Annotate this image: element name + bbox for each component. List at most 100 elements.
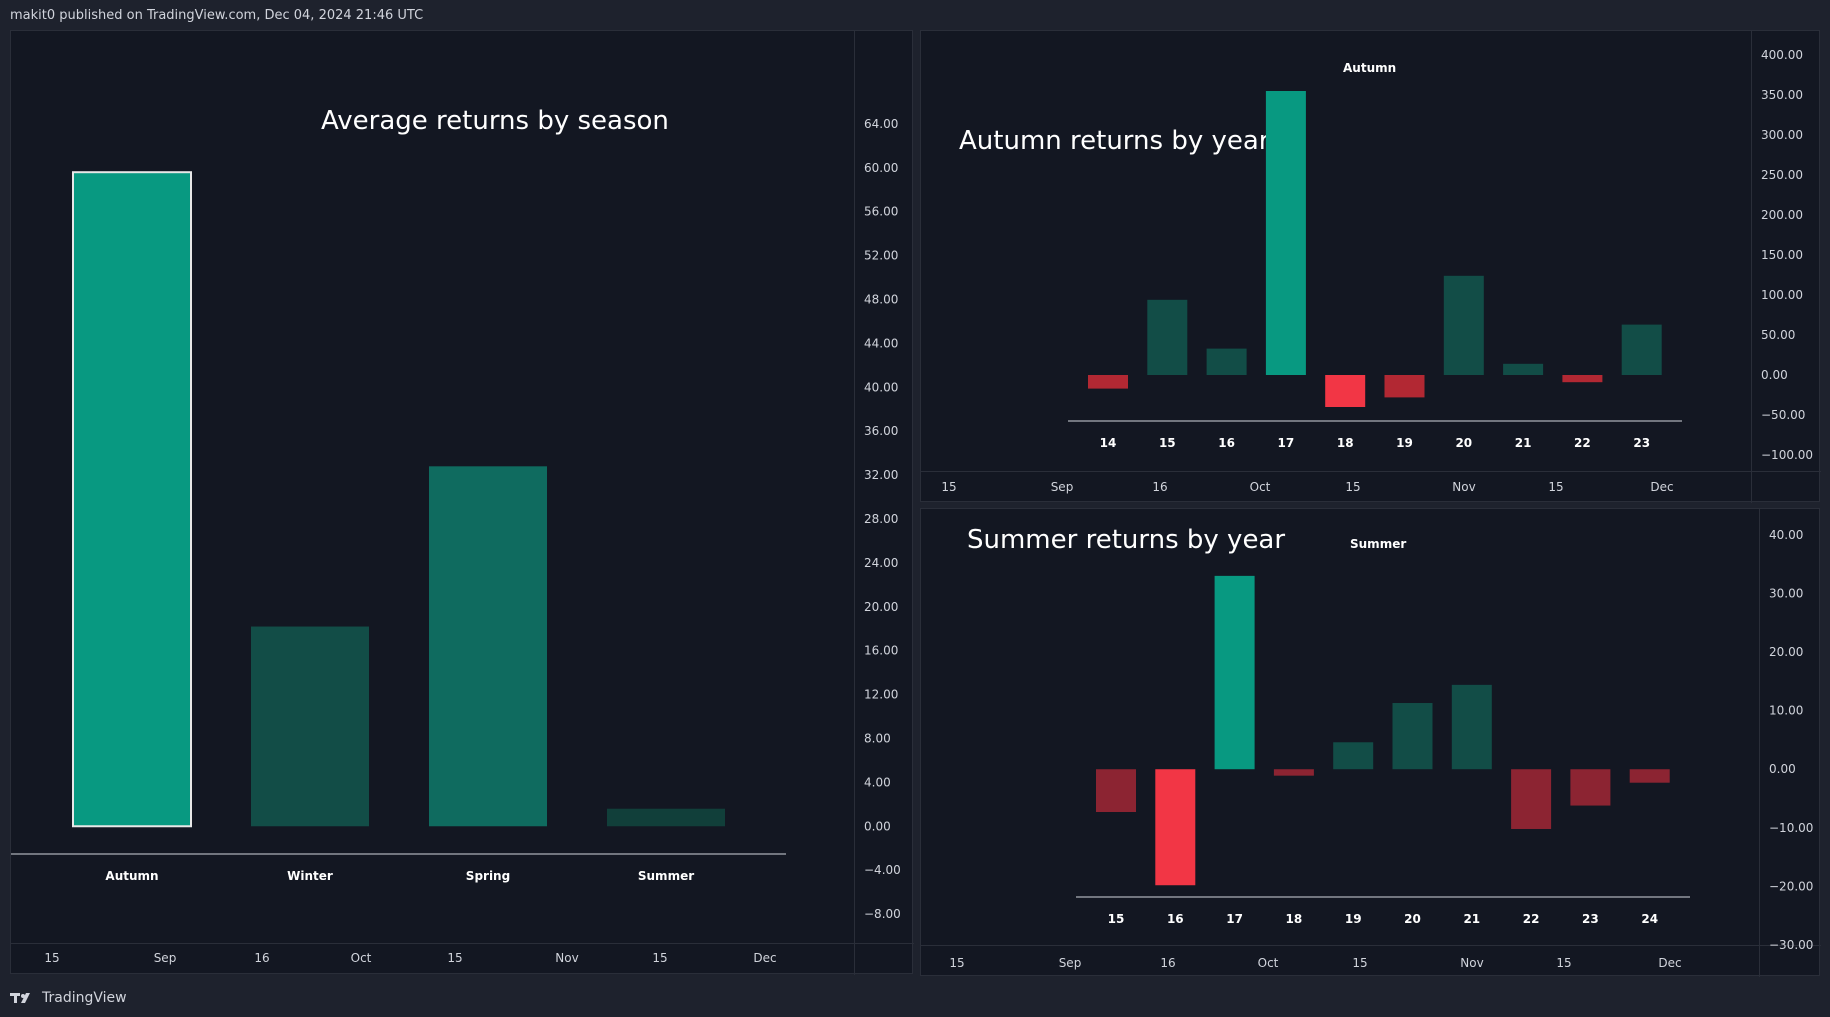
summer-bar-23 — [1570, 769, 1611, 806]
summer-category-label: 18 — [1286, 912, 1303, 926]
autumn-category-label: 21 — [1515, 436, 1532, 450]
summer-y-tick-label: −20.00 — [1769, 879, 1813, 893]
season-time-axis-label: Nov — [555, 951, 578, 965]
summer-time-axis-label: 15 — [949, 956, 964, 970]
season-category-label: Spring — [466, 869, 510, 883]
summer-category-label: 21 — [1463, 912, 1480, 926]
autumn-chart-plot: 14 15 16 17 18 19 20 21 22 23 400.00 350.00 300.00 25… — [941, 48, 1813, 494]
autumn-chart-pane[interactable]: Autumn returns by year Autumn 14 15 16 17 18… — [920, 30, 1821, 503]
season-bar-Spring — [429, 466, 547, 827]
autumn-category-label: 20 — [1455, 436, 1472, 450]
season-chart-title: Average returns by season — [321, 106, 669, 136]
summer-category-label: 19 — [1345, 912, 1362, 926]
season-y-tick-label: 8.00 — [864, 731, 891, 745]
season-y-tick-label: −4.00 — [864, 863, 901, 877]
season-y-tick-label: 20.00 — [864, 600, 898, 614]
autumn-y-tick-label: 400.00 — [1761, 48, 1803, 62]
autumn-y-tick-label: −50.00 — [1761, 408, 1805, 422]
summer-time-axis-label: 15 — [1352, 956, 1367, 970]
summer-series-label: Summer — [1350, 537, 1407, 551]
season-chart-pane[interactable]: Average returns by season Autumn Winter Sp… — [10, 30, 914, 975]
time-axis-divider — [921, 945, 1821, 946]
season-bar-Autumn — [72, 171, 192, 828]
publish-header: makit0 published on TradingView.com, Dec… — [0, 0, 1830, 30]
summer-bar-18 — [1273, 769, 1314, 776]
summer-y-tick-label: 30.00 — [1769, 586, 1803, 600]
summer-time-axis-label: 16 — [1160, 956, 1175, 970]
autumn-bar-22 — [1562, 375, 1603, 383]
autumn-time-axis-label: 15 — [1548, 480, 1563, 494]
summer-category-label: 22 — [1523, 912, 1540, 926]
price-axis-divider — [1759, 509, 1760, 977]
summer-y-tick-label: 0.00 — [1769, 762, 1796, 776]
summer-category-label: 23 — [1582, 912, 1599, 926]
season-y-tick-label: 44.00 — [864, 336, 898, 350]
season-y-tick-label: 12.00 — [864, 688, 898, 702]
autumn-time-axis-label: Oct — [1250, 480, 1271, 494]
autumn-y-tick-label: 300.00 — [1761, 128, 1803, 142]
season-time-axis-label: Sep — [154, 951, 177, 965]
season-y-tick-label: 24.00 — [864, 556, 898, 570]
summer-time-axis-label: Oct — [1258, 956, 1279, 970]
summer-bar-16 — [1155, 769, 1196, 886]
autumn-y-tick-label: 350.00 — [1761, 88, 1803, 102]
summer-category-label: 20 — [1404, 912, 1421, 926]
season-time-axis-label: 16 — [254, 951, 269, 965]
summer-category-label: 24 — [1641, 912, 1658, 926]
season-y-tick-label: 28.00 — [864, 512, 898, 526]
autumn-bar-23 — [1621, 324, 1662, 375]
autumn-category-label: 18 — [1337, 436, 1354, 450]
summer-bar-17 — [1214, 575, 1255, 770]
season-category-label: Autumn — [105, 869, 158, 883]
summer-bar-21 — [1451, 684, 1492, 770]
season-y-tick-label: 56.00 — [864, 205, 898, 219]
summer-bar-19 — [1333, 742, 1374, 770]
autumn-y-tick-label: 150.00 — [1761, 248, 1803, 262]
autumn-bar-19 — [1384, 375, 1425, 398]
season-time-axis-label: Oct — [351, 951, 372, 965]
summer-chart-pane[interactable]: Summer returns by year Summer 15 16 17 18 19… — [920, 508, 1821, 977]
season-y-tick-label: 16.00 — [864, 644, 898, 658]
autumn-y-tick-label: 50.00 — [1761, 328, 1795, 342]
autumn-y-tick-label: 100.00 — [1761, 288, 1803, 302]
summer-chart-plot: 15 16 17 18 19 20 21 22 23 24 40.00 30.00 20.00 10.00… — [949, 528, 1813, 970]
summer-time-axis-label: Dec — [1658, 956, 1681, 970]
summer-y-tick-label: 10.00 — [1769, 704, 1803, 718]
season-category-label: Winter — [287, 869, 333, 883]
time-axis-divider — [921, 471, 1821, 472]
summer-bar-22 — [1511, 769, 1552, 829]
autumn-time-axis-label: 15 — [941, 480, 956, 494]
autumn-series-label: Autumn — [1343, 61, 1397, 75]
season-y-tick-label: 64.00 — [864, 117, 898, 131]
season-time-axis-label: 15 — [44, 951, 59, 965]
autumn-bar-16 — [1206, 348, 1247, 375]
season-bar-Summer — [607, 808, 725, 827]
summer-category-label: 16 — [1167, 912, 1184, 926]
autumn-time-axis-label: Sep — [1051, 480, 1074, 494]
season-y-tick-label: −8.00 — [864, 907, 901, 921]
autumn-category-label: 23 — [1633, 436, 1650, 450]
season-time-axis-label: Dec — [753, 951, 776, 965]
price-axis-divider — [1751, 31, 1752, 503]
tradingview-brand: TradingView — [42, 990, 127, 1006]
price-axis-divider — [854, 31, 855, 975]
tradingview-footer[interactable]: TradingView — [10, 986, 127, 1010]
autumn-category-label: 22 — [1574, 436, 1591, 450]
season-chart-plot: Autumn Winter Spring Summer 64.00 60.00 56.00 5… — [11, 117, 901, 965]
autumn-time-axis-label: Dec — [1650, 480, 1673, 494]
season-y-tick-label: 36.00 — [864, 424, 898, 438]
autumn-bar-18 — [1325, 375, 1366, 407]
season-y-tick-label: 4.00 — [864, 775, 891, 789]
autumn-chart-title: Autumn returns by year — [959, 126, 1270, 156]
summer-time-axis-label: 15 — [1556, 956, 1571, 970]
autumn-category-label: 14 — [1100, 436, 1117, 450]
summer-time-axis-label: Nov — [1460, 956, 1483, 970]
summer-category-label: 15 — [1108, 912, 1125, 926]
season-time-axis-label: 15 — [652, 951, 667, 965]
summer-time-axis-label: Sep — [1059, 956, 1082, 970]
autumn-bar-17 — [1265, 91, 1306, 375]
season-y-tick-label: 60.00 — [864, 161, 898, 175]
season-y-tick-label: 48.00 — [864, 293, 898, 307]
autumn-time-axis-label: 16 — [1152, 480, 1167, 494]
autumn-bar-20 — [1443, 275, 1484, 375]
